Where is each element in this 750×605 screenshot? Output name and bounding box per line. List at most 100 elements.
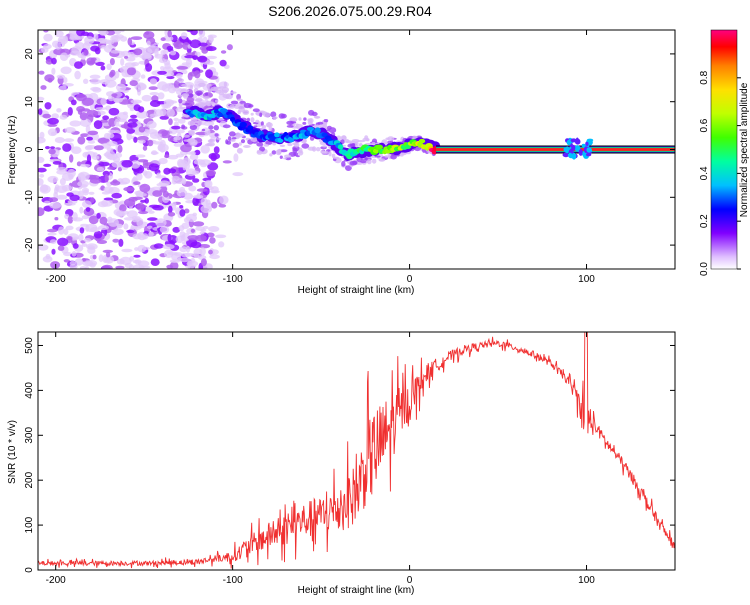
noise-blob: [78, 172, 86, 182]
scatter-blob: [242, 109, 250, 116]
scatter-blob: [223, 81, 227, 87]
scatter-blob: [256, 142, 264, 147]
noise-blob: [133, 136, 138, 143]
noise-blob: [130, 99, 142, 104]
noise-blob: [157, 92, 165, 100]
scatter-blob: [256, 150, 261, 153]
colorbar: 0.0 0.2 0.4 0.6 0.8 Normalized spectral ampl…: [699, 29, 750, 276]
noise-blob: [129, 256, 135, 262]
scatter-blob: [260, 121, 264, 126]
scatter-blob: [317, 121, 324, 125]
noise-blob: [159, 115, 169, 120]
noise-blob: [226, 44, 233, 51]
noise-blob: [209, 237, 216, 244]
noise-blob: [175, 235, 184, 244]
noise-blob: [169, 259, 180, 264]
noise-blob: [59, 178, 66, 186]
colorbar-ticks: 0.0 0.2 0.4 0.6 0.8: [699, 70, 741, 276]
figure-title: S206.2026.075.00.29.R04: [268, 3, 432, 19]
noise-blob: [146, 120, 157, 129]
snr-series-line: [38, 332, 675, 569]
noise-blob: [106, 147, 114, 152]
colorbar-tick-label: 0.8: [699, 70, 710, 84]
noise-blob: [107, 218, 119, 227]
noise-blob: [113, 97, 123, 103]
noise-blob: [104, 150, 116, 160]
noise-blob: [71, 146, 82, 154]
noise-blob: [111, 35, 119, 42]
scatter-blob: [229, 104, 235, 109]
noise-blob: [147, 225, 153, 229]
noise-blob: [164, 154, 170, 159]
scatter-blob: [259, 112, 263, 118]
noise-blob: [147, 139, 154, 147]
noise-blob: [96, 166, 105, 172]
noise-blob: [69, 194, 80, 201]
noise-blob: [115, 83, 127, 92]
scatter-blob: [236, 133, 244, 138]
noise-blob: [180, 32, 188, 40]
noise-blob: [49, 202, 62, 209]
scatter-blob: [226, 140, 232, 145]
noise-blob: [168, 205, 173, 214]
noise-blob: [79, 266, 87, 269]
noise-blob: [190, 258, 196, 264]
scatter-blob: [198, 104, 202, 108]
y-tick-label: 400: [24, 382, 35, 399]
noise-blob: [208, 226, 220, 232]
noise-blob: [207, 162, 219, 171]
noise-blob: [102, 115, 109, 120]
scatter-blob: [181, 99, 186, 104]
noise-blob: [51, 113, 59, 120]
noise-blob: [69, 120, 82, 127]
noise-blob: [167, 135, 174, 142]
noise-blob: [127, 122, 138, 128]
noise-blob: [172, 226, 181, 233]
scatter-blob: [183, 134, 190, 138]
noise-blob: [47, 123, 58, 127]
noise-blob: [50, 261, 61, 269]
colorbar-label: Normalized spectral amplitude: [739, 82, 750, 217]
noise-blob: [133, 48, 143, 56]
noise-blob: [112, 156, 121, 163]
noise-blob: [48, 148, 56, 155]
scatter-blob: [255, 119, 260, 123]
scatter-blob: [195, 97, 203, 103]
scatter-blob: [222, 124, 231, 129]
noise-blob: [219, 195, 229, 205]
noise-blob: [81, 215, 89, 220]
noise-blob: [81, 200, 92, 208]
noise-blob: [166, 75, 175, 80]
noise-blob: [168, 118, 173, 126]
scatter-blob: [341, 160, 346, 167]
steady-line-layer-3: [436, 148, 675, 151]
noise-blob: [57, 35, 69, 45]
noise-blob: [148, 231, 154, 237]
noise-blob: [103, 186, 114, 193]
noise-blob: [62, 83, 74, 87]
signal-core: [210, 113, 216, 119]
scatter-blob: [290, 121, 297, 124]
noise-blob: [118, 238, 124, 247]
noise-blob: [143, 132, 150, 137]
scatter-blob: [189, 84, 193, 90]
noise-blob: [102, 249, 114, 253]
noise-blob: [141, 246, 151, 250]
noise-blob: [232, 142, 240, 148]
y-tick-label: 200: [24, 471, 35, 488]
noise-blob: [124, 55, 129, 59]
noise-blob: [198, 42, 208, 47]
noise-blob: [208, 249, 213, 255]
noise-blob: [159, 144, 166, 153]
x-tick-label: -200: [46, 575, 66, 586]
scatter-blob: [372, 158, 377, 164]
colorbar-tick-label: 0.4: [699, 166, 710, 180]
noise-blob: [191, 170, 200, 175]
noise-blob: [54, 217, 59, 221]
noise-blob: [87, 140, 96, 144]
noise-blob: [110, 49, 121, 54]
noise-blob: [189, 71, 198, 77]
noise-blob: [109, 58, 115, 66]
noise-blob: [95, 61, 105, 66]
